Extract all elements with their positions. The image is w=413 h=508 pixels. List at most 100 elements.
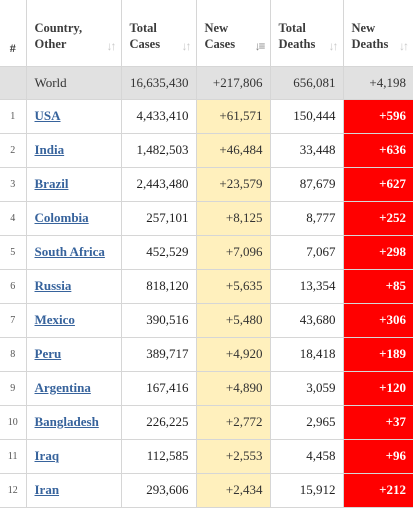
table-row: 2 India 1,482,503 +46,484 33,448 +636: [0, 133, 413, 168]
new-cases-cell: +8,125: [196, 201, 271, 236]
country-cell: India: [26, 133, 122, 168]
country-link[interactable]: India: [34, 142, 65, 157]
total-cases-cell: 1,482,503: [121, 133, 197, 168]
country-link[interactable]: South Africa: [34, 244, 105, 259]
total-deaths-cell: 4,458: [270, 439, 344, 474]
new-deaths-cell: +306: [343, 303, 413, 338]
total-cases-cell: 4,433,410: [121, 99, 197, 134]
new-cases-cell: +46,484: [196, 133, 271, 168]
new-cases-cell: +2,553: [196, 439, 271, 474]
sort-descending-icon[interactable]: ↓≡: [254, 38, 266, 53]
rank-cell: 8: [0, 337, 27, 372]
total-deaths-cell: 7,067: [270, 235, 344, 270]
rank-cell: 10: [0, 405, 27, 440]
new-deaths-cell: +37: [343, 405, 413, 440]
table-row: 10 Bangladesh 226,225 +2,772 2,965 +37: [0, 405, 413, 440]
country-cell: Colombia: [26, 201, 122, 236]
header-total-deaths-line2: Deaths: [278, 37, 316, 51]
table-row: 5 South Africa 452,529 +7,096 7,067 +298: [0, 235, 413, 270]
total-cases-cell: 293,606: [121, 473, 197, 508]
table-row: 11 Iraq 112,585 +2,553 4,458 +96: [0, 439, 413, 474]
table-row: 4 Colombia 257,101 +8,125 8,777 +252: [0, 201, 413, 236]
total-deaths-cell: 3,059: [270, 371, 344, 406]
sort-arrows-icon[interactable]: ↓↑: [106, 38, 117, 53]
sort-arrows-icon[interactable]: ↓↑: [181, 38, 192, 53]
country-cell: Bangladesh: [26, 405, 122, 440]
total-cases-cell: 452,529: [121, 235, 197, 270]
total-deaths-cell: 13,354: [270, 269, 344, 304]
new-deaths-cell: +96: [343, 439, 413, 474]
table-row: 1 USA 4,433,410 +61,571 150,444 +596: [0, 99, 413, 134]
total-deaths-cell: 15,912: [270, 473, 344, 508]
total-deaths-cell: 87,679: [270, 167, 344, 202]
total-cases-cell: 818,120: [121, 269, 197, 304]
total-deaths-cell: 2,965: [270, 405, 344, 440]
header-country-line2: Other: [34, 37, 67, 51]
new-cases-cell: +2,772: [196, 405, 271, 440]
new-cases-cell: +23,579: [196, 167, 271, 202]
country-link[interactable]: Peru: [34, 346, 62, 361]
country-cell: Brazil: [26, 167, 122, 202]
country-cell: USA: [26, 99, 122, 134]
world-total-cases: 16,635,430: [121, 66, 197, 100]
country-cell: South Africa: [26, 235, 122, 270]
new-deaths-cell: +298: [343, 235, 413, 270]
rank-cell: 7: [0, 303, 27, 338]
rank-cell: 3: [0, 167, 27, 202]
rank-cell: 5: [0, 235, 27, 270]
country-cell: Iran: [26, 473, 122, 508]
sort-arrows-icon[interactable]: ↓↑: [399, 38, 409, 53]
rank-cell: 1: [0, 99, 27, 134]
new-deaths-cell: +189: [343, 337, 413, 372]
total-deaths-cell: 150,444: [270, 99, 344, 134]
new-deaths-cell: +212: [343, 473, 413, 508]
new-deaths-cell: +627: [343, 167, 413, 202]
country-link[interactable]: Argentina: [34, 380, 91, 395]
new-deaths-cell: +85: [343, 269, 413, 304]
header-rank[interactable]: #: [0, 0, 27, 67]
new-deaths-cell: +252: [343, 201, 413, 236]
total-deaths-cell: 43,680: [270, 303, 344, 338]
header-new-deaths-line2: Deaths: [351, 37, 389, 51]
rank-cell: 11: [0, 439, 27, 474]
country-link[interactable]: Mexico: [34, 312, 75, 327]
new-cases-cell: +5,635: [196, 269, 271, 304]
sort-arrows-icon[interactable]: ↓↑: [328, 38, 339, 53]
country-link[interactable]: Iran: [34, 482, 60, 497]
country-link[interactable]: Bangladesh: [34, 414, 99, 429]
header-country-line1: Country,: [34, 21, 83, 35]
header-total-cases-line1: Total: [129, 21, 157, 35]
new-cases-cell: +61,571: [196, 99, 271, 134]
new-deaths-cell: +636: [343, 133, 413, 168]
country-link[interactable]: Russia: [34, 278, 72, 293]
header-country[interactable]: Country, Other ↓↑: [26, 0, 122, 67]
header-total-deaths[interactable]: Total Deaths ↓↑: [270, 0, 344, 67]
country-link[interactable]: Iraq: [34, 448, 60, 463]
header-new-cases[interactable]: New Cases ↓≡: [196, 0, 271, 67]
country-cell: Mexico: [26, 303, 122, 338]
total-cases-cell: 112,585: [121, 439, 197, 474]
country-cell: Russia: [26, 269, 122, 304]
header-new-deaths[interactable]: New Deaths ↓↑: [343, 0, 413, 67]
world-new-deaths: +4,198: [343, 66, 413, 100]
new-cases-cell: +4,920: [196, 337, 271, 372]
table-row: 3 Brazil 2,443,480 +23,579 87,679 +627: [0, 167, 413, 202]
total-cases-cell: 389,717: [121, 337, 197, 372]
country-link[interactable]: Colombia: [34, 210, 89, 225]
table-row: 7 Mexico 390,516 +5,480 43,680 +306: [0, 303, 413, 338]
rank-cell: 4: [0, 201, 27, 236]
total-deaths-cell: 8,777: [270, 201, 344, 236]
world-total-row: World 16,635,430 +217,806 656,081 +4,198: [0, 66, 413, 100]
country-link[interactable]: USA: [34, 108, 61, 123]
new-cases-cell: +5,480: [196, 303, 271, 338]
world-total-deaths: 656,081: [270, 66, 344, 100]
header-new-cases-line2: Cases: [204, 37, 236, 51]
total-cases-cell: 226,225: [121, 405, 197, 440]
new-deaths-cell: +596: [343, 99, 413, 134]
header-total-cases[interactable]: Total Cases ↓↑: [121, 0, 197, 67]
country-link[interactable]: Brazil: [34, 176, 69, 191]
table-row: 8 Peru 389,717 +4,920 18,418 +189: [0, 337, 413, 372]
total-cases-cell: 390,516: [121, 303, 197, 338]
country-cell: Iraq: [26, 439, 122, 474]
total-deaths-cell: 18,418: [270, 337, 344, 372]
